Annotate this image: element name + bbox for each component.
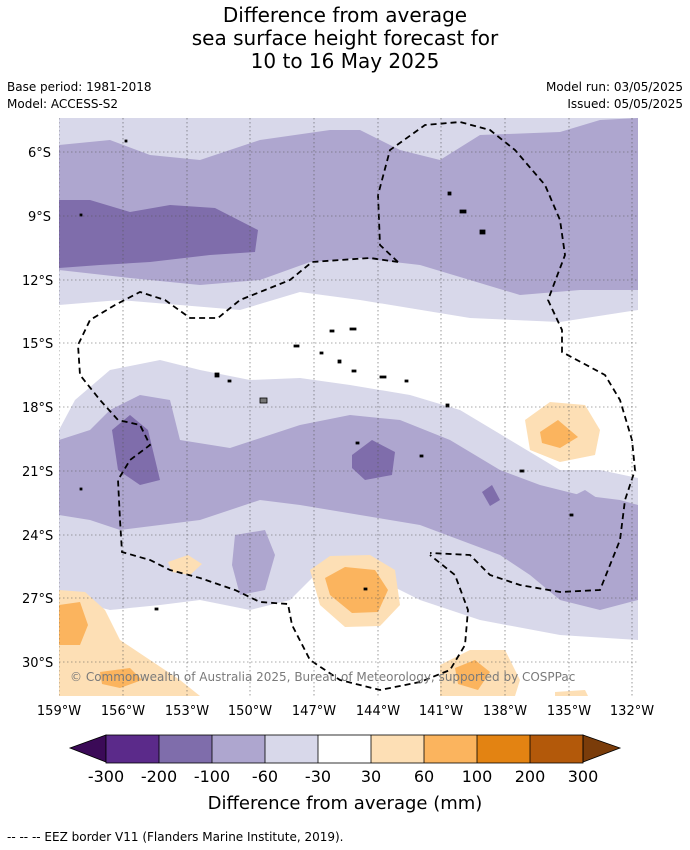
eez-borders bbox=[77, 121, 636, 691]
lat-label-24s: 24°S bbox=[22, 529, 53, 544]
colorbar-segment-minus100 bbox=[212, 735, 265, 763]
lat-label-6s: 6°S bbox=[28, 146, 51, 161]
lat-label-12s: 12°S bbox=[22, 274, 53, 289]
contour-band-minus100-north bbox=[59, 200, 258, 268]
colorbar-tick-plus30: 30 bbox=[361, 767, 381, 786]
colorbar-tick-minus100: -100 bbox=[194, 767, 230, 786]
colorbar-extend-high bbox=[582, 734, 622, 763]
graticule bbox=[59, 118, 638, 696]
title-line-3: 10 to 16 May 2025 bbox=[250, 49, 440, 73]
colorbar-outline bbox=[105, 734, 584, 764]
islands bbox=[79, 139, 574, 611]
lon-label-147w: 147°W bbox=[292, 704, 336, 719]
contour-band-minus60-patch-se bbox=[565, 490, 600, 512]
lon-label-135w: 135°W bbox=[547, 704, 591, 719]
lat-label-15s: 15°S bbox=[22, 337, 53, 352]
colorbar-tick-plus100: 100 bbox=[462, 767, 493, 786]
title-line-1: Difference from average bbox=[222, 3, 468, 27]
lat-label-18s: 18°S bbox=[22, 401, 53, 416]
colorbar-tick-plus300: 300 bbox=[568, 767, 599, 786]
colorbar-segment-plus100 bbox=[477, 735, 530, 763]
base-period: Base period: 1981-2018 bbox=[7, 80, 152, 94]
contour-band-plus60-south bbox=[100, 668, 142, 688]
issued-date: Issued: 05/05/2025 bbox=[567, 97, 683, 111]
lon-label-132w: 132°W bbox=[610, 704, 654, 719]
colorbar-segment-minus300 bbox=[106, 735, 159, 763]
lon-label-144w: 144°W bbox=[356, 704, 400, 719]
colorbar-segment-plus200 bbox=[530, 735, 583, 763]
colorbar-tick-labels: -300 -200 -100 -60 -30 30 60 100 200 300 bbox=[88, 767, 598, 786]
contour-band-minus60-southwest bbox=[232, 530, 275, 595]
lat-label-27s: 27°S bbox=[22, 592, 53, 607]
sea-height-field bbox=[59, 118, 638, 696]
colorbar-segment-zero bbox=[318, 735, 371, 763]
contour-band-plus60-central bbox=[325, 567, 388, 613]
lat-label-9s: 9°S bbox=[28, 210, 51, 225]
contour-band-plus30-small bbox=[168, 555, 202, 575]
colorbar-tick-minus200: -200 bbox=[141, 767, 177, 786]
colorbar-tick-minus30: -30 bbox=[305, 767, 331, 786]
colorbar-segment-plus30 bbox=[371, 735, 424, 763]
contour-band-plus30-southwest bbox=[59, 590, 200, 696]
colorbar-tick-plus200: 200 bbox=[515, 767, 546, 786]
colorbar-segment-minus60 bbox=[265, 735, 318, 763]
title-line-2: sea surface height forecast for bbox=[191, 26, 499, 50]
lon-label-153w: 153°W bbox=[165, 704, 209, 719]
contour-band-minus60-south bbox=[59, 395, 638, 610]
copyright-text: © Commonwealth of Australia 2025, Bureau… bbox=[70, 670, 575, 684]
colorbar-segment-minus200 bbox=[159, 735, 212, 763]
lon-label-141w: 141°W bbox=[419, 704, 463, 719]
lon-label-150w: 150°W bbox=[228, 704, 272, 719]
colorbar: -300 -200 -100 -60 -30 30 60 100 200 300… bbox=[68, 734, 622, 814]
latitude-labels: 6°S 9°S 12°S 15°S 18°S 21°S 24°S 27°S 30… bbox=[22, 146, 53, 671]
lat-label-21s: 21°S bbox=[22, 465, 53, 480]
lat-label-30s: 30°S bbox=[22, 656, 53, 671]
model-run: Model run: 03/05/2025 bbox=[545, 80, 683, 94]
colorbar-extend-low bbox=[68, 734, 107, 763]
lon-label-156w: 156°W bbox=[101, 704, 145, 719]
contour-band-plus60-south-central bbox=[455, 660, 490, 690]
contour-band-plus30-south-edge bbox=[555, 690, 588, 696]
colorbar-tick-plus60: 60 bbox=[414, 767, 434, 786]
contour-band-plus60-east bbox=[540, 420, 578, 448]
contour-band-minus100-patch-2 bbox=[352, 440, 395, 480]
colorbar-tick-minus60: -60 bbox=[252, 767, 278, 786]
contour-band-minus100-patch-1 bbox=[112, 415, 160, 485]
colorbar-title: Difference from average (mm) bbox=[208, 793, 483, 814]
meta-right: Model run: 03/05/2025 Issued: 05/05/2025 bbox=[546, 79, 683, 113]
lon-label-138w: 138°W bbox=[483, 704, 527, 719]
model-name: Model: ACCESS-S2 bbox=[7, 97, 119, 111]
lon-label-159w: 159°W bbox=[37, 704, 81, 719]
chart-title: Difference from average sea surface heig… bbox=[0, 4, 690, 73]
meta-left: Base period: 1981-2018 Model: ACCESS-S2 bbox=[7, 79, 152, 113]
colorbar-segment-plus60 bbox=[424, 735, 477, 763]
contour-band-minus30-west-patch bbox=[59, 545, 78, 575]
longitude-labels: 159°W 156°W 153°W 150°W 147°W 144°W 141°… bbox=[37, 704, 654, 719]
eez-legend-note: -- -- -- EEZ border V11 (Flanders Marine… bbox=[7, 830, 344, 844]
contour-band-minus100-patch-3 bbox=[482, 485, 500, 506]
colorbar-tick-minus300: -300 bbox=[88, 767, 124, 786]
contour-band-plus60-southwest bbox=[59, 602, 88, 645]
